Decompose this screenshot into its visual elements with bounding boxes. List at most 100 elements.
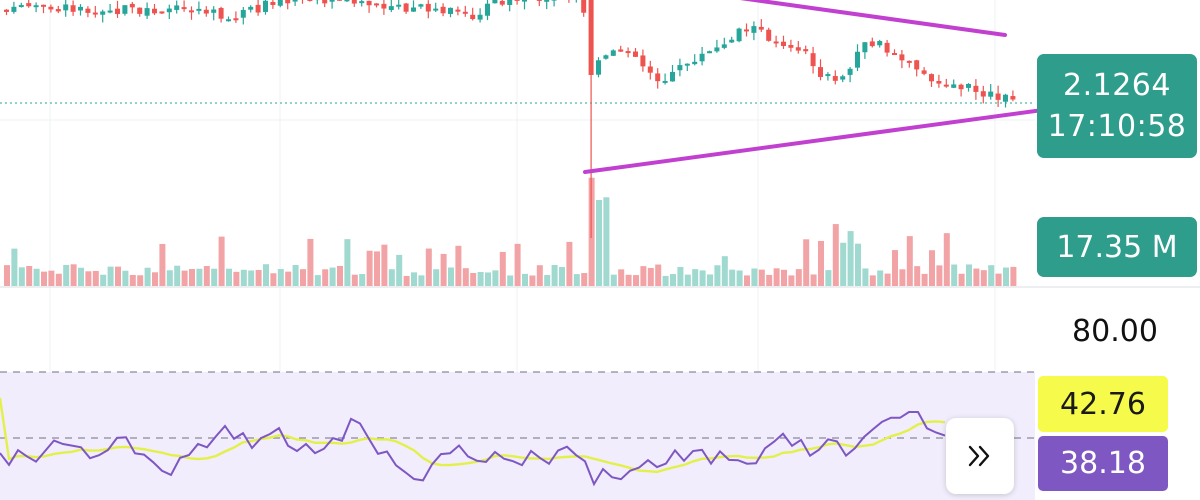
candle xyxy=(277,0,283,8)
candle-body xyxy=(152,8,157,14)
candle xyxy=(980,85,986,104)
candle-body xyxy=(751,26,757,33)
volume-bar xyxy=(847,231,854,286)
volume-bar xyxy=(773,268,780,286)
candle xyxy=(773,35,779,48)
candle xyxy=(647,60,653,80)
volume-bar xyxy=(551,264,558,286)
candle xyxy=(218,6,224,23)
candle xyxy=(588,0,594,238)
rsi-line xyxy=(0,411,946,487)
candle-body xyxy=(966,83,971,88)
candle-body xyxy=(307,0,313,1)
volume-bar xyxy=(48,270,55,286)
last-volume-label: 17.35 M xyxy=(1037,217,1197,277)
candle-body xyxy=(980,91,986,97)
volume-bar xyxy=(4,265,10,286)
trendlines[interactable] xyxy=(583,0,1052,174)
candle-body xyxy=(655,73,661,82)
candle-body xyxy=(55,9,61,12)
candle-body xyxy=(936,81,942,84)
volume-bar xyxy=(263,264,269,286)
volume-bar xyxy=(758,269,765,286)
volume-bar xyxy=(803,239,810,286)
candle-body xyxy=(995,93,1001,100)
candle xyxy=(137,7,143,17)
candle-body xyxy=(906,60,912,63)
volume-bar xyxy=(899,269,906,286)
volume-bar xyxy=(729,269,736,286)
candle-body xyxy=(485,3,490,16)
candle-body xyxy=(174,5,180,10)
candle-body xyxy=(329,0,335,2)
candle xyxy=(781,35,786,49)
candle xyxy=(766,27,772,42)
candle xyxy=(18,2,24,8)
volume-bar xyxy=(714,265,721,286)
candle-body xyxy=(351,0,357,4)
volume-bar xyxy=(41,271,47,286)
volume-bar xyxy=(226,268,232,286)
candle-body xyxy=(803,49,809,52)
volume-bar xyxy=(751,268,758,286)
volume-bar xyxy=(684,274,691,286)
candle xyxy=(640,49,646,72)
volume-bar xyxy=(277,269,284,286)
candle xyxy=(610,49,616,57)
scroll-to-realtime-button[interactable] xyxy=(946,418,1014,494)
volume-bar xyxy=(359,274,366,286)
candle xyxy=(522,0,527,10)
candle xyxy=(973,79,979,100)
volume-bar xyxy=(781,269,787,286)
candle xyxy=(551,0,557,7)
candle-body xyxy=(26,3,32,7)
volume-bar xyxy=(655,264,662,286)
candle xyxy=(677,58,683,77)
volume-bar xyxy=(818,240,824,286)
volume-bar xyxy=(314,275,321,286)
candle xyxy=(744,23,749,37)
rsi-ma-line xyxy=(0,397,946,474)
candle xyxy=(662,73,668,85)
volume-bar xyxy=(581,273,588,286)
volume-bar xyxy=(351,274,358,286)
volume-bar xyxy=(440,253,447,286)
volume-bar xyxy=(869,275,876,286)
volume-bar xyxy=(795,269,802,286)
volume-bar xyxy=(840,242,847,286)
candle xyxy=(41,4,46,14)
volume-bar xyxy=(344,239,351,286)
candle-body xyxy=(144,8,150,16)
volume-bar xyxy=(122,270,129,286)
candle xyxy=(100,9,106,23)
candle xyxy=(366,0,372,13)
candle xyxy=(544,0,550,10)
volume-bar xyxy=(906,236,913,286)
volume-bar xyxy=(988,265,995,286)
candle-body xyxy=(973,85,979,92)
volume-bar xyxy=(1003,267,1009,286)
volume-bar xyxy=(418,275,425,286)
candle-body xyxy=(832,76,838,81)
candle xyxy=(248,5,254,13)
candle xyxy=(514,0,520,5)
candle-body xyxy=(255,4,261,13)
volume-bar xyxy=(337,265,343,286)
candle-body xyxy=(381,3,387,9)
candle-body xyxy=(203,9,209,14)
volume-bar xyxy=(603,197,610,286)
candle xyxy=(751,21,757,41)
candle-body xyxy=(810,53,816,67)
lower-trendline xyxy=(583,107,1052,174)
bar-countdown: 17:10:58 xyxy=(1047,109,1187,144)
candle xyxy=(351,0,357,7)
volume-bar xyxy=(470,272,477,286)
volume-bar xyxy=(270,273,277,286)
candle-body xyxy=(514,0,520,1)
volume-bar xyxy=(973,268,980,286)
candle xyxy=(307,0,313,2)
candle-body xyxy=(551,0,557,1)
volume-bar xyxy=(640,266,647,286)
candle-body xyxy=(781,41,786,46)
